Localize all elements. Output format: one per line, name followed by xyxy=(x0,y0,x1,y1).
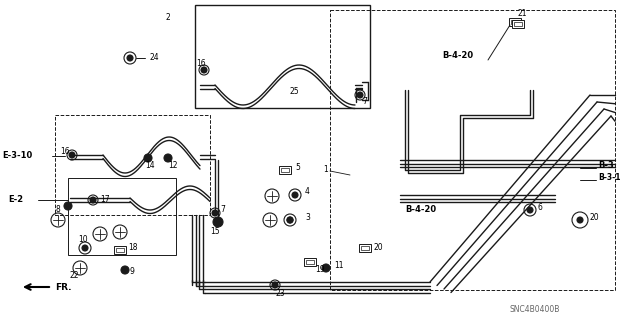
Text: 19: 19 xyxy=(315,265,324,275)
Bar xyxy=(361,246,369,250)
Circle shape xyxy=(64,202,72,210)
Text: B-3-1: B-3-1 xyxy=(598,174,621,182)
Bar xyxy=(512,20,524,28)
Circle shape xyxy=(144,154,152,162)
Text: 17: 17 xyxy=(100,196,109,204)
Bar xyxy=(511,20,519,24)
Text: 16: 16 xyxy=(60,147,70,157)
Text: E-3-10: E-3-10 xyxy=(2,152,32,160)
Text: 16: 16 xyxy=(196,58,205,68)
Bar xyxy=(116,248,124,252)
Text: 21: 21 xyxy=(518,10,527,19)
Circle shape xyxy=(273,283,278,287)
Text: B-3: B-3 xyxy=(598,160,614,169)
Circle shape xyxy=(90,197,96,203)
Text: 2: 2 xyxy=(165,13,170,23)
Bar xyxy=(359,244,371,252)
Bar xyxy=(55,115,210,215)
Bar xyxy=(279,166,291,174)
Text: 14: 14 xyxy=(145,161,155,170)
Circle shape xyxy=(287,217,293,223)
Text: 7: 7 xyxy=(220,205,225,214)
Text: 9: 9 xyxy=(130,268,135,277)
Bar xyxy=(509,18,521,26)
Bar xyxy=(195,5,370,108)
Text: FR.: FR. xyxy=(55,283,72,292)
Text: 1: 1 xyxy=(323,166,328,174)
Circle shape xyxy=(357,92,363,98)
Text: 7: 7 xyxy=(362,98,367,107)
Text: E-2: E-2 xyxy=(8,196,23,204)
Circle shape xyxy=(127,55,133,61)
Text: 18: 18 xyxy=(128,243,138,253)
Text: 24: 24 xyxy=(150,54,159,63)
Text: 3: 3 xyxy=(305,213,310,222)
Text: 15: 15 xyxy=(210,227,220,236)
Text: 6: 6 xyxy=(538,204,543,212)
Bar xyxy=(514,22,522,26)
Text: 20: 20 xyxy=(590,213,600,222)
Text: 11: 11 xyxy=(334,261,344,270)
Circle shape xyxy=(69,152,75,158)
Circle shape xyxy=(212,211,218,216)
Circle shape xyxy=(287,217,293,223)
Circle shape xyxy=(212,210,218,216)
Text: 10: 10 xyxy=(78,235,88,244)
Circle shape xyxy=(121,266,129,274)
Text: 25: 25 xyxy=(290,87,300,97)
Circle shape xyxy=(527,207,533,213)
Circle shape xyxy=(201,67,207,73)
Text: B-4-20: B-4-20 xyxy=(405,205,436,214)
Circle shape xyxy=(358,93,362,98)
Text: 5: 5 xyxy=(295,164,300,173)
Text: 20: 20 xyxy=(373,243,383,253)
Bar xyxy=(304,258,316,266)
Circle shape xyxy=(292,192,298,198)
Text: 4: 4 xyxy=(305,188,310,197)
Circle shape xyxy=(82,245,88,251)
Circle shape xyxy=(202,68,207,72)
Bar xyxy=(281,168,289,172)
Text: 12: 12 xyxy=(168,161,177,170)
Circle shape xyxy=(272,282,278,288)
Text: 22: 22 xyxy=(70,271,79,279)
Bar xyxy=(68,178,176,255)
Bar xyxy=(330,10,615,290)
Bar xyxy=(306,260,314,264)
Circle shape xyxy=(322,264,330,272)
Circle shape xyxy=(164,154,172,162)
Circle shape xyxy=(577,217,583,223)
Circle shape xyxy=(213,217,223,227)
Text: 23: 23 xyxy=(276,288,285,298)
Text: B-4-20: B-4-20 xyxy=(442,50,473,60)
Text: SNC4B0400B: SNC4B0400B xyxy=(510,306,561,315)
Text: 8: 8 xyxy=(56,205,61,214)
Circle shape xyxy=(90,197,95,203)
Bar xyxy=(114,246,126,254)
